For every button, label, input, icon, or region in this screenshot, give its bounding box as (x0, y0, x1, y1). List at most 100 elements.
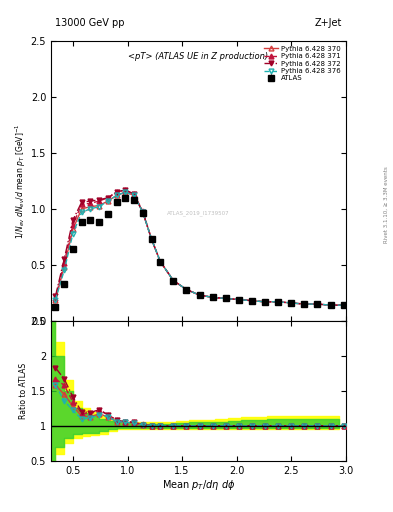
Pythia 6.428 372 (171, 278, 176, 284)
Pythia 6.428 376 (158, 259, 163, 265)
X-axis label: Mean $p_T/d\eta\ d\phi$: Mean $p_T/d\eta\ d\phi$ (162, 478, 235, 493)
Pythia 6.428 370 (62, 264, 66, 270)
Y-axis label: $1/N_{ev}\ dN_{ev}/d\ \mathrm{mean}\ p_T\ [\mathrm{GeV}]^{-1}$: $1/N_{ev}\ dN_{ev}/d\ \mathrm{mean}\ p_T… (13, 123, 28, 239)
Pythia 6.428 371 (158, 259, 163, 265)
Pythia 6.428 376 (62, 267, 66, 273)
Pythia 6.428 376 (223, 295, 228, 302)
Pythia 6.428 370 (223, 295, 228, 302)
Pythia 6.428 371 (114, 189, 119, 195)
Pythia 6.428 370 (105, 198, 110, 204)
Pythia 6.428 376 (302, 301, 307, 307)
Pythia 6.428 372 (132, 191, 136, 198)
Pythia 6.428 371 (263, 298, 267, 305)
Text: Z+Jet: Z+Jet (314, 18, 342, 28)
Pythia 6.428 371 (53, 295, 58, 302)
Pythia 6.428 370 (79, 206, 84, 212)
Pythia 6.428 370 (302, 301, 307, 307)
Line: Pythia 6.428 376: Pythia 6.428 376 (53, 189, 346, 308)
Pythia 6.428 372 (302, 301, 307, 307)
Pythia 6.428 370 (237, 296, 241, 303)
Pythia 6.428 372 (328, 302, 333, 308)
Pythia 6.428 371 (62, 260, 66, 266)
Pythia 6.428 372 (210, 294, 215, 301)
Pythia 6.428 372 (158, 259, 163, 265)
Pythia 6.428 370 (71, 226, 75, 232)
Pythia 6.428 376 (197, 292, 202, 298)
Pythia 6.428 376 (149, 236, 154, 242)
Pythia 6.428 376 (88, 206, 93, 212)
Pythia 6.428 372 (263, 298, 267, 305)
Pythia 6.428 370 (123, 189, 128, 195)
Pythia 6.428 372 (140, 209, 145, 216)
Pythia 6.428 370 (140, 209, 145, 216)
Pythia 6.428 372 (62, 256, 66, 262)
Pythia 6.428 376 (140, 209, 145, 216)
Pythia 6.428 370 (210, 294, 215, 301)
Pythia 6.428 370 (276, 298, 281, 305)
Pythia 6.428 372 (223, 295, 228, 302)
Pythia 6.428 370 (97, 202, 101, 208)
Pythia 6.428 372 (250, 297, 254, 304)
Pythia 6.428 376 (53, 296, 58, 303)
Pythia 6.428 372 (105, 195, 110, 201)
Pythia 6.428 372 (184, 286, 189, 292)
Pythia 6.428 372 (97, 197, 101, 203)
Pythia 6.428 371 (315, 301, 320, 307)
Line: Pythia 6.428 371: Pythia 6.428 371 (53, 187, 346, 308)
Pythia 6.428 371 (140, 208, 145, 214)
Pythia 6.428 372 (88, 198, 93, 204)
Pythia 6.428 370 (132, 193, 136, 199)
Pythia 6.428 372 (276, 298, 281, 305)
Pythia 6.428 370 (315, 301, 320, 307)
Pythia 6.428 371 (250, 297, 254, 304)
Pythia 6.428 370 (171, 278, 176, 284)
Pythia 6.428 371 (276, 298, 281, 305)
Pythia 6.428 372 (315, 301, 320, 307)
Pythia 6.428 372 (71, 217, 75, 223)
Pythia 6.428 376 (210, 294, 215, 301)
Pythia 6.428 372 (114, 189, 119, 195)
Pythia 6.428 371 (289, 300, 294, 306)
Line: Pythia 6.428 372: Pythia 6.428 372 (53, 187, 346, 308)
Pythia 6.428 376 (237, 296, 241, 303)
Pythia 6.428 371 (171, 278, 176, 284)
Pythia 6.428 372 (341, 302, 346, 308)
Pythia 6.428 371 (210, 294, 215, 301)
Line: Pythia 6.428 370: Pythia 6.428 370 (53, 189, 346, 308)
Pythia 6.428 370 (88, 204, 93, 210)
Pythia 6.428 376 (276, 298, 281, 305)
Pythia 6.428 371 (97, 198, 101, 204)
Text: Rivet 3.1.10, ≥ 3.3M events: Rivet 3.1.10, ≥ 3.3M events (384, 166, 389, 243)
Legend: Pythia 6.428 370, Pythia 6.428 371, Pythia 6.428 372, Pythia 6.428 376, ATLAS: Pythia 6.428 370, Pythia 6.428 371, Pyth… (261, 43, 344, 84)
Pythia 6.428 371 (341, 302, 346, 308)
Pythia 6.428 370 (53, 296, 58, 303)
Pythia 6.428 376 (132, 193, 136, 199)
Pythia 6.428 376 (123, 189, 128, 195)
Pythia 6.428 371 (132, 191, 136, 198)
Pythia 6.428 370 (158, 259, 163, 265)
Pythia 6.428 371 (184, 286, 189, 292)
Pythia 6.428 372 (123, 187, 128, 193)
Pythia 6.428 370 (149, 236, 154, 242)
Pythia 6.428 371 (79, 201, 84, 207)
Text: <pT> (ATLAS UE in Z production): <pT> (ATLAS UE in Z production) (129, 52, 268, 61)
Pythia 6.428 370 (328, 302, 333, 308)
Pythia 6.428 371 (223, 295, 228, 302)
Pythia 6.428 371 (149, 236, 154, 242)
Pythia 6.428 370 (263, 298, 267, 305)
Pythia 6.428 371 (123, 187, 128, 193)
Pythia 6.428 371 (302, 301, 307, 307)
Pythia 6.428 370 (197, 292, 202, 298)
Pythia 6.428 372 (53, 293, 58, 300)
Pythia 6.428 376 (171, 278, 176, 284)
Pythia 6.428 371 (71, 222, 75, 228)
Pythia 6.428 376 (315, 301, 320, 307)
Y-axis label: Ratio to ATLAS: Ratio to ATLAS (19, 363, 28, 419)
Pythia 6.428 370 (184, 286, 189, 292)
Pythia 6.428 372 (79, 199, 84, 205)
Pythia 6.428 370 (289, 300, 294, 306)
Pythia 6.428 376 (263, 298, 267, 305)
Pythia 6.428 372 (289, 300, 294, 306)
Pythia 6.428 370 (250, 297, 254, 304)
Text: ATLAS_2019_I1739507: ATLAS_2019_I1739507 (167, 210, 230, 216)
